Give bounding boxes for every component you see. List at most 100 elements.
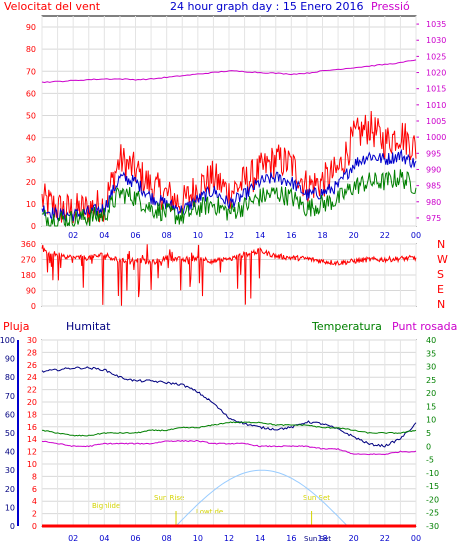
humidity-scale-tick-label: 24 <box>27 373 37 382</box>
time-tick-label: 16 <box>286 534 296 543</box>
time-tick-label: 22 <box>380 231 390 240</box>
temperature-tick-label: 35 <box>426 349 436 358</box>
humidity-scale-tick-label: 12 <box>27 448 37 457</box>
time-tick-label: 02 <box>68 534 78 543</box>
time-tick-label: 14 <box>255 231 265 240</box>
temperature-tick-label: 0 <box>426 442 431 451</box>
pressure-label: Pressió <box>371 0 410 13</box>
wind-tick-label: 90 <box>26 23 36 32</box>
sun-set-bottom-label: Sun Set <box>304 535 331 543</box>
pressure-tick-label: 980 <box>426 198 441 207</box>
direction-tick-label: 360 <box>21 240 36 249</box>
temperature-tick-label: -25 <box>426 509 439 518</box>
humidity-scale-tick-label: 20 <box>27 398 37 407</box>
direction-label: N <box>437 298 445 311</box>
pressure-tick-label: 995 <box>426 149 441 158</box>
bighlide-left-label: Bighlide <box>92 502 120 510</box>
direction-line <box>41 244 417 306</box>
temperature-tick-label: 15 <box>426 402 436 411</box>
humidity-scale-tick-label: 30 <box>27 336 37 345</box>
pressure-tick-label: 985 <box>426 182 441 191</box>
rain-tick-label: 0 <box>10 522 15 531</box>
time-tick-label: 12 <box>224 534 234 543</box>
series-line <box>41 169 417 228</box>
time-tick-label: 04 <box>99 534 109 543</box>
wind-tick-label: 10 <box>26 200 36 209</box>
wind-tick-label: 30 <box>26 156 36 165</box>
time-tick-label: 20 <box>349 534 359 543</box>
sun-rise-label: Sun Rise <box>154 494 184 502</box>
rain-tick-label: 90 <box>5 355 15 364</box>
time-tick-label: 22 <box>380 534 390 543</box>
time-tick-label: 00 <box>411 231 421 240</box>
direction-label: E <box>437 283 444 296</box>
pressure-tick-label: 1020 <box>426 69 446 78</box>
humidity-scale-tick-label: 8 <box>32 472 37 481</box>
pressure-tick-label: 1035 <box>426 20 446 29</box>
rain-tick-label: 10 <box>5 503 15 512</box>
direction-tick-label: 180 <box>21 271 36 280</box>
chart-title: 24 hour graph day : 15 Enero 2016 <box>170 0 364 13</box>
sun-arc <box>175 469 348 527</box>
time-tick-label: 06 <box>130 231 140 240</box>
wind-speed-label: Velocitat del vent <box>4 0 101 13</box>
humidity-scale-tick-label: 10 <box>27 460 37 469</box>
wind-tick-label: 80 <box>26 45 36 54</box>
direction-tick-label: 0 <box>31 302 36 311</box>
wind-tick-label: 20 <box>26 178 36 187</box>
pressure-tick-label: 1015 <box>426 85 446 94</box>
time-tick-label: 08 <box>162 231 172 240</box>
time-tick-label: 10 <box>193 231 203 240</box>
pressure-tick-label: 1025 <box>426 52 446 61</box>
humidity-scale-tick-label: 28 <box>27 348 37 357</box>
humidity-scale-tick-label: 2 <box>32 510 37 519</box>
pressure-tick-label: 1000 <box>426 133 446 142</box>
pressure-tick-label: 990 <box>426 165 441 174</box>
humidity-scale-tick-label: 0 <box>32 522 37 531</box>
time-tick-label: 12 <box>224 231 234 240</box>
wind-tick-label: 40 <box>26 134 36 143</box>
temperature-tick-label: 30 <box>426 363 436 372</box>
time-tick-label: 04 <box>99 231 109 240</box>
wind-tick-label: 60 <box>26 89 36 98</box>
pressure-tick-label: 1005 <box>426 117 446 126</box>
time-tick-label: 02 <box>68 231 78 240</box>
temperature-tick-label: -10 <box>426 469 439 478</box>
temperature-tick-label: 5 <box>426 429 431 438</box>
time-tick-label: 18 <box>317 534 327 543</box>
series-line <box>41 59 417 84</box>
temperature-tick-label: -15 <box>426 482 439 491</box>
temperature-tick-label: -5 <box>426 456 434 465</box>
lowtide-label: Lowtide <box>196 508 223 516</box>
wind-tick-label: 0 <box>31 222 36 231</box>
humidity-scale-tick-label: 26 <box>27 361 37 370</box>
pressure-tick-label: 1030 <box>426 36 446 45</box>
humidity-scale-tick-label: 6 <box>32 485 37 494</box>
direction-tick-label: 90 <box>26 287 36 296</box>
temperature-tick-label: 10 <box>426 416 436 425</box>
rain-tick-label: 30 <box>5 466 15 475</box>
humidity-label: Humitat <box>66 320 111 333</box>
direction-tick-label: 270 <box>21 256 36 265</box>
series-line <box>41 421 417 437</box>
temperature-tick-label: 20 <box>426 389 436 398</box>
time-tick-label: 20 <box>349 231 359 240</box>
wind-tick-label: 50 <box>26 111 36 120</box>
humidity-scale-tick-label: 22 <box>27 386 37 395</box>
direction-label: S <box>437 268 444 281</box>
bighlide-right-label: Sun Set <box>303 494 330 502</box>
rain-tick-label: 100 <box>0 336 15 345</box>
humidity-scale-tick-label: 18 <box>27 410 37 419</box>
rain-tick-label: 60 <box>5 410 15 419</box>
rain-tick-label: 80 <box>5 373 15 382</box>
dewpoint-label: Punt rosada <box>392 320 457 333</box>
humidity-scale-tick-label: 14 <box>27 435 37 444</box>
time-tick-label: 16 <box>286 231 296 240</box>
rain-tick-label: 70 <box>5 392 15 401</box>
humidity-scale-tick-label: 16 <box>27 423 37 432</box>
time-tick-label: 18 <box>317 231 327 240</box>
direction-label: W <box>437 253 448 266</box>
